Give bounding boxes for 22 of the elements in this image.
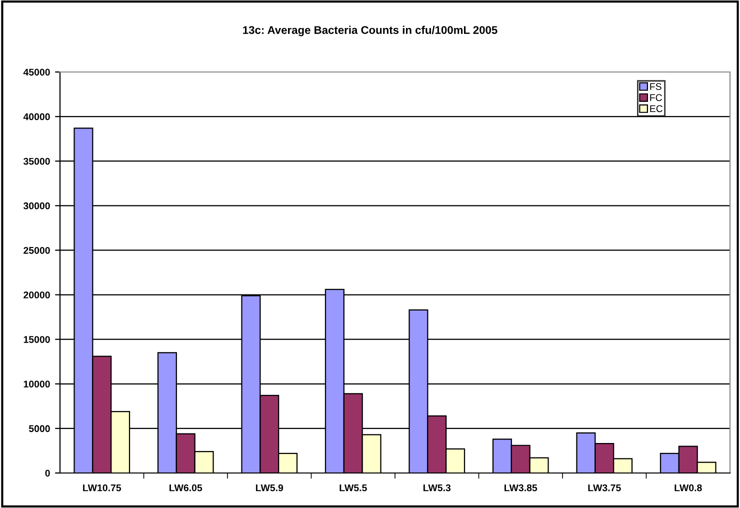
y-tick-label: 25000 [24, 246, 50, 254]
y-tick-label: 5000 [28, 425, 50, 432]
x-tick-label: LW6.05 [170, 484, 202, 492]
x-tick-label: LW5.3 [423, 484, 451, 492]
y-tick-label: 30000 [23, 202, 50, 210]
legend-label: FS [650, 83, 662, 90]
y-tick-label: 10000 [24, 380, 50, 388]
x-tick-label: LW3.75 [588, 484, 621, 492]
x-tick-label: LW0.8 [674, 484, 702, 492]
legend-label: FC [650, 94, 662, 102]
chart-title: 13c: Average Bacteria Counts in cfu/100mL 2005 [243, 26, 498, 36]
y-tick-label: 15000 [24, 336, 50, 343]
legend-label: EC [650, 105, 663, 112]
y-tick-label: 35000 [23, 158, 50, 165]
x-tick-label: LW3.85 [504, 484, 538, 492]
y-tick-label: 45000 [23, 68, 50, 76]
x-tick-label: LW10.75 [83, 484, 122, 492]
x-tick-label: LW5.5 [340, 484, 367, 492]
y-tick-label: 20000 [24, 292, 50, 298]
y-tick-label: 40000 [23, 113, 50, 120]
x-tick-label: LW5.9 [256, 484, 284, 492]
y-tick-label: 0 [45, 470, 50, 477]
